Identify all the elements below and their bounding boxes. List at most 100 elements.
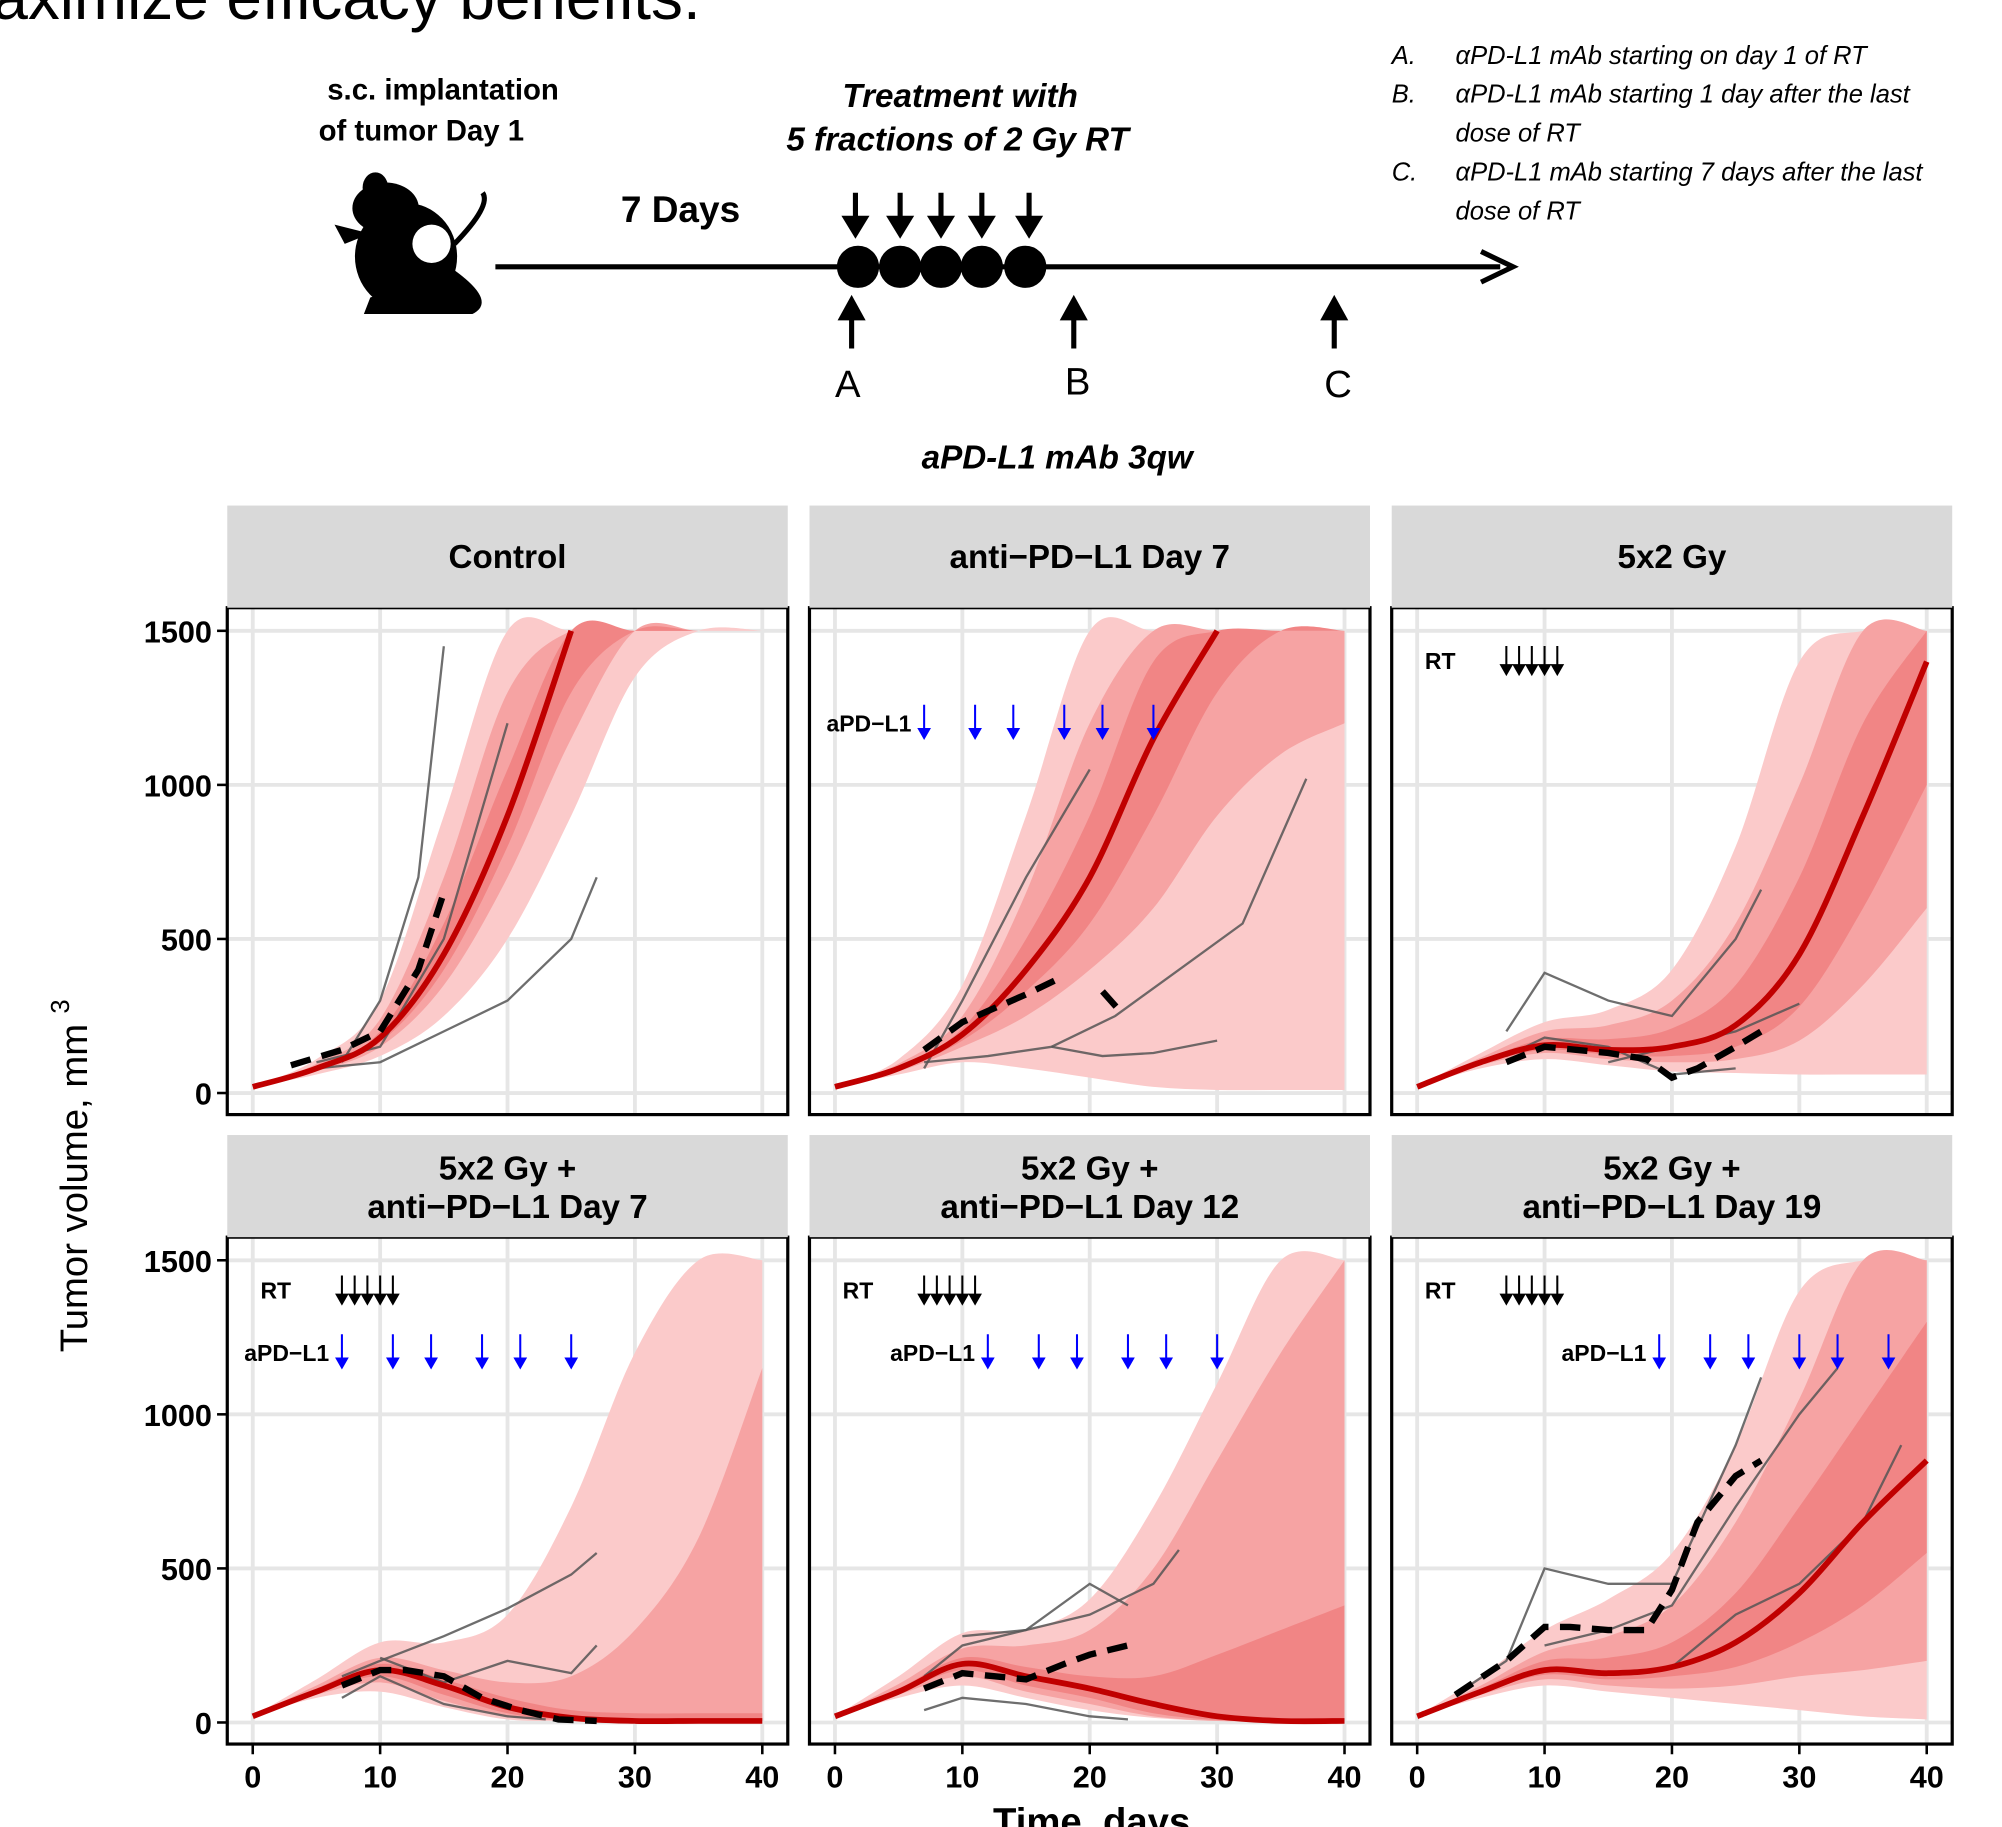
pdl1-arrow xyxy=(968,704,982,741)
note-text: αPD-L1 mAb starting 7 days after the las… xyxy=(1456,159,1924,187)
pdl1-label: aPD−L1 xyxy=(1562,1340,1647,1366)
facet-title: 5x2 Gy + xyxy=(1603,1151,1740,1188)
observed-line xyxy=(1051,778,1308,1048)
median-line xyxy=(1416,1458,1929,1719)
mouse-icon xyxy=(334,172,487,315)
pdl1-arrow xyxy=(1146,704,1161,741)
pdl1-arrow xyxy=(1830,1334,1845,1370)
observed-line xyxy=(924,1039,1218,1064)
rt-arrow xyxy=(955,1275,970,1306)
x-tick-label: 10 xyxy=(945,1760,979,1794)
mean-line xyxy=(1453,1457,1763,1698)
facet: RT 5x2 Gy xyxy=(1390,505,1954,1117)
prediction-band xyxy=(834,626,1345,1087)
x-tick-label: 40 xyxy=(1910,1760,1944,1794)
x-tick-label: 20 xyxy=(490,1760,524,1794)
observed-line xyxy=(341,1674,546,1721)
notes: A. αPD-L1 mAb starting on day 1 of RT B. αP… xyxy=(1390,42,1924,226)
pdl1-arrow xyxy=(1741,1334,1756,1370)
start-label: A xyxy=(835,363,861,406)
pdl1-arrow xyxy=(386,1334,400,1370)
facet: RT aPD−L1 5x2 Gy +anti−PD−L1 Day 7 0 500 1000… xyxy=(144,1135,790,1794)
prediction-band xyxy=(252,1368,763,1722)
mean-line xyxy=(290,891,447,1069)
strip xyxy=(1391,1135,1953,1238)
y-tick-label: 1000 xyxy=(144,1399,212,1433)
facet: aPD−L1 anti−PD−L1 Day 7 xyxy=(807,505,1372,1117)
schematic: s.c. implantation of tumor Day 1 7 Days … xyxy=(319,42,1924,477)
x-tick-label: 10 xyxy=(363,1760,397,1794)
rt-arrow xyxy=(968,1275,982,1306)
note-letter: A. xyxy=(1390,42,1416,70)
rt-arrow xyxy=(1537,646,1552,677)
rt-arrow xyxy=(347,1275,362,1306)
median-line xyxy=(1416,660,1930,1090)
facet-title: anti−PD−L1 Day 19 xyxy=(1523,1189,1822,1226)
x-tick-label: 40 xyxy=(1327,1760,1361,1794)
treatment-label: 5 fractions of 2 Gy RT xyxy=(786,122,1131,159)
y-tick-label: 500 xyxy=(161,923,212,957)
mean-line xyxy=(922,1642,1129,1692)
strip xyxy=(809,1135,1370,1238)
observed-line xyxy=(1671,1444,1903,1668)
facet-title: 5x2 Gy + xyxy=(1021,1151,1158,1188)
pdl1-arrow xyxy=(1881,1334,1896,1370)
facet-title: 5x2 Gy xyxy=(1618,539,1727,576)
rt-arrow xyxy=(917,1275,931,1306)
observed-line xyxy=(962,1582,1129,1638)
note-letter: C. xyxy=(1392,159,1418,187)
timeline-arrowhead xyxy=(1479,249,1519,285)
pdl1-arrow xyxy=(564,1334,579,1370)
x-tick-label: 0 xyxy=(244,1760,261,1794)
start-label: C xyxy=(1324,363,1352,406)
implant-label: of tumor Day 1 xyxy=(319,114,525,147)
pdl1-arrow xyxy=(1703,1334,1718,1370)
facet-title: anti−PD−L1 Day 7 xyxy=(950,539,1230,576)
observed-line xyxy=(1544,1367,1839,1647)
facet: RT aPD−L1 5x2 Gy +anti−PD−L1 Day 19 0 10 20 30… xyxy=(1390,1135,1954,1794)
strip xyxy=(1391,505,1953,608)
x-tick-label: 30 xyxy=(1782,1760,1816,1794)
strip xyxy=(227,505,788,608)
facet: Control 0 500 1000 1500 xyxy=(144,505,790,1117)
note-letter: B. xyxy=(1392,81,1416,109)
pdl1-arrow xyxy=(1031,1334,1046,1370)
rt-arrow xyxy=(1524,646,1539,677)
x-tick-label: 40 xyxy=(745,1760,779,1794)
y-axis-superscript: 3 xyxy=(47,999,75,1013)
rt-arrow xyxy=(386,1275,400,1306)
rt-arrow xyxy=(1499,646,1514,677)
pdl1-arrow xyxy=(1210,1334,1224,1370)
pdl1-arrow xyxy=(980,1334,995,1370)
rt-arrow xyxy=(930,1275,944,1306)
rt-arrow xyxy=(335,1275,349,1306)
prediction-band xyxy=(252,622,763,1087)
implant-label: s.c. implantation xyxy=(327,74,559,107)
plot-area xyxy=(227,1237,788,1745)
median-line xyxy=(833,1660,1345,1725)
rt-label: RT xyxy=(843,1277,874,1303)
x-tick-label: 30 xyxy=(618,1760,652,1794)
prediction-band xyxy=(834,1260,1345,1722)
x-tick-label: 30 xyxy=(1200,1760,1234,1794)
observed-line xyxy=(316,876,598,1070)
facet-title: anti−PD−L1 Day 12 xyxy=(940,1189,1239,1226)
mean-line xyxy=(1505,1028,1763,1082)
observed-line xyxy=(1454,1376,1763,1696)
strip xyxy=(227,1135,788,1238)
rt-label: RT xyxy=(1425,648,1456,674)
x-tick-label: 20 xyxy=(1655,1760,1689,1794)
prediction-band xyxy=(252,1253,763,1722)
rt-arrow xyxy=(373,1275,388,1306)
facet-title: 5x2 Gy + xyxy=(439,1151,576,1188)
prediction-band xyxy=(834,1605,1345,1722)
plot-area xyxy=(227,607,788,1115)
rt-label: RT xyxy=(1425,1277,1456,1303)
prediction-band xyxy=(1417,630,1927,1087)
rt-arrow xyxy=(1524,1275,1539,1306)
y-tick-label: 1000 xyxy=(144,769,212,803)
regimen-label: aPD-L1 mAb 3qw xyxy=(922,440,1195,477)
rt-arrow xyxy=(942,1275,957,1306)
header-text: aximize efficacy benefits. xyxy=(0,0,701,33)
